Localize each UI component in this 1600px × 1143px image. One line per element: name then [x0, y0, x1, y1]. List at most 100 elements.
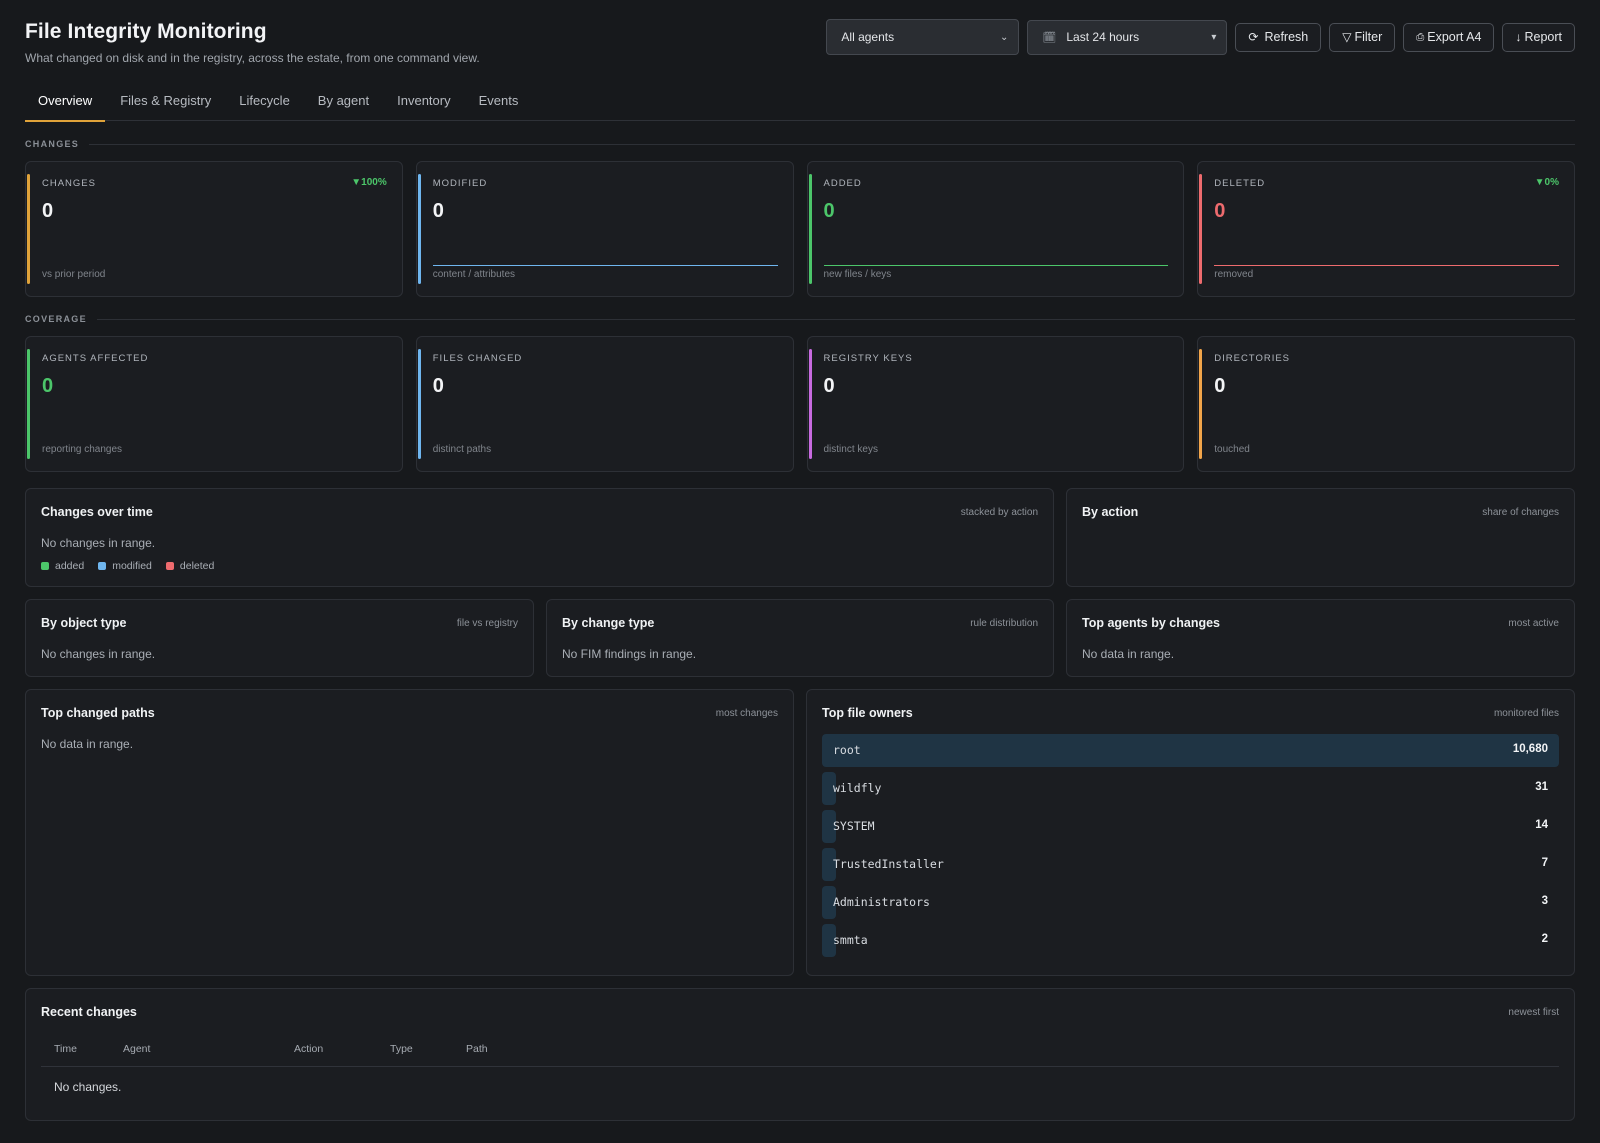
stat-value: 0 [432, 375, 444, 397]
stat-accent-bar [27, 349, 30, 459]
column-header-time[interactable]: Time [54, 1043, 77, 1055]
panel-changes-over-time: Changes over time stacked by action No c… [25, 488, 1054, 587]
stat-delta: ▼0% [1535, 177, 1559, 188]
tab-events[interactable]: Events [478, 93, 519, 108]
legend-item-deleted[interactable]: deleted [165, 560, 214, 572]
column-header-action[interactable]: Action [294, 1043, 324, 1055]
owner-row[interactable]: TrustedInstaller 7 [822, 848, 1559, 881]
owner-bar [822, 772, 836, 805]
agents-select[interactable]: All agents ⌄ [826, 19, 1020, 55]
tab-by-agent[interactable]: By agent [317, 93, 370, 108]
owner-bar [822, 924, 836, 957]
panel-by-change-type: By change type rule distribution No FIM … [546, 599, 1054, 677]
stat-card-added: ADDED 0 new files / keys [806, 161, 1185, 297]
owner-name: wildfly [833, 781, 882, 795]
owner-name: TrustedInstaller [833, 857, 944, 871]
report-label: Report [1524, 30, 1562, 44]
owner-name: smmta [833, 933, 868, 947]
panel-recent-changes: Recent changes newest first Time Agent A… [25, 988, 1575, 1121]
stat-card-modified: MODIFIED 0 content / attributes [415, 161, 794, 297]
stat-label: FILES CHANGED [432, 353, 523, 364]
chevron-down-icon: ⌄ [1000, 31, 1009, 43]
section-coverage-label: COVERAGE [25, 314, 87, 324]
stat-delta-value: 0% [1544, 177, 1559, 188]
triangle-down-icon: ▼ [351, 177, 362, 188]
stat-label: MODIFIED [432, 178, 488, 189]
owner-name: Administrators [833, 895, 930, 909]
owner-bar [822, 810, 836, 843]
stat-value: 0 [823, 200, 835, 222]
toolbar: All agents ⌄ 🗓 Last 24 hours ▾ ⟳ Refresh… [826, 19, 1575, 55]
panel-hint: share of changes [1482, 507, 1559, 518]
stat-footnote: vs prior period [42, 269, 106, 280]
tab-overview[interactable]: Overview [25, 82, 106, 122]
stat-label: CHANGES [42, 178, 96, 189]
legend-swatch [41, 562, 49, 570]
tab-lifecycle[interactable]: Lifecycle [239, 93, 290, 108]
owner-row[interactable]: root 10,680 [822, 734, 1559, 767]
stat-delta-value: 100% [361, 177, 387, 188]
panel-hint: stacked by action [960, 507, 1038, 518]
refresh-icon: ⟳ [1248, 30, 1259, 44]
triangle-down-icon: ▼ [1534, 177, 1545, 188]
refresh-button[interactable]: ⟳ Refresh [1235, 22, 1322, 52]
legend-label: added [55, 560, 85, 572]
stat-value: 0 [42, 375, 54, 397]
stat-value: 0 [42, 200, 54, 222]
owner-count: 31 [1535, 781, 1548, 793]
calendar-icon: 🗓 [1042, 31, 1057, 44]
stat-accent-bar [808, 349, 812, 459]
time-range-select[interactable]: 🗓 Last 24 hours ▾ [1027, 19, 1228, 55]
legend-swatch [165, 562, 174, 570]
owner-row[interactable]: smmta 2 [822, 924, 1559, 957]
column-header-agent[interactable]: Agent [123, 1043, 151, 1055]
column-header-type[interactable]: Type [390, 1043, 413, 1055]
column-header-path[interactable]: Path [466, 1043, 488, 1055]
panel-title: By action [1082, 505, 1139, 519]
owner-row[interactable]: wildfly 31 [822, 772, 1559, 805]
filter-button[interactable]: ▽ Filter [1329, 22, 1396, 52]
panel-by-action: By action share of changes [1066, 488, 1575, 587]
stat-accent-bar [417, 349, 421, 459]
empty-state: No changes in range. [41, 536, 156, 550]
panel-hint: most active [1508, 618, 1559, 629]
owner-row[interactable]: SYSTEM 14 [822, 810, 1559, 843]
stat-label: AGENTS AFFECTED [42, 353, 149, 364]
legend-item-modified[interactable]: modified [98, 560, 152, 572]
panel-hint: monitored files [1493, 708, 1559, 719]
page-header: File Integrity Monitoring What changed o… [25, 0, 1575, 82]
tab-bar: Overview Files & Registry Lifecycle By a… [25, 82, 1575, 122]
owner-count: 2 [1541, 933, 1548, 945]
tab-inventory[interactable]: Inventory [397, 93, 451, 108]
owner-name: SYSTEM [833, 819, 875, 833]
sparkline [1214, 265, 1559, 266]
stat-card-agents-affected: AGENTS AFFECTED 0 reporting changes [25, 336, 403, 472]
owner-list: root 10,680 wildfly 31 SYSTEM 14 TrustedIns… [822, 734, 1559, 962]
stat-footnote: touched [1214, 444, 1250, 455]
report-button[interactable]: ↓ Report [1502, 22, 1575, 52]
owner-bar [822, 734, 1559, 767]
stat-card-files-changed: FILES CHANGED 0 distinct paths [415, 336, 794, 472]
page-subtitle: What changed on disk and in the registry… [25, 51, 480, 65]
stat-accent-bar [417, 174, 421, 284]
tab-files-registry[interactable]: Files & Registry [120, 93, 212, 108]
panel-top-file-owners: Top file owners monitored files root 10,6… [806, 689, 1575, 976]
stat-card-deleted: DELETED ▼0% 0 removed [1197, 161, 1575, 297]
section-changes-label: CHANGES [25, 139, 80, 149]
stat-value: 0 [432, 200, 444, 222]
export-button[interactable]: ⎙ Export A4 [1403, 22, 1495, 52]
owner-row[interactable]: Administrators 3 [822, 886, 1559, 919]
legend-item-added[interactable]: added [41, 560, 84, 572]
stat-value: 0 [823, 375, 835, 397]
caret-down-icon: ▾ [1211, 31, 1217, 43]
panel-hint: most changes [715, 708, 778, 719]
filter-label: Filter [1354, 30, 1383, 44]
panel-hint: rule distribution [970, 618, 1038, 629]
panel-title: By change type [562, 616, 655, 630]
panel-hint: file vs registry [456, 618, 518, 629]
printer-icon: ⎙ [1416, 31, 1425, 43]
panel-top-agents: Top agents by changes most active No dat… [1066, 599, 1575, 677]
coverage-stat-row: AGENTS AFFECTED 0 reporting changes FILE… [25, 336, 1575, 472]
sparkline [823, 265, 1169, 266]
stat-card-changes: CHANGES ▼100% 0 vs prior period [25, 161, 403, 297]
